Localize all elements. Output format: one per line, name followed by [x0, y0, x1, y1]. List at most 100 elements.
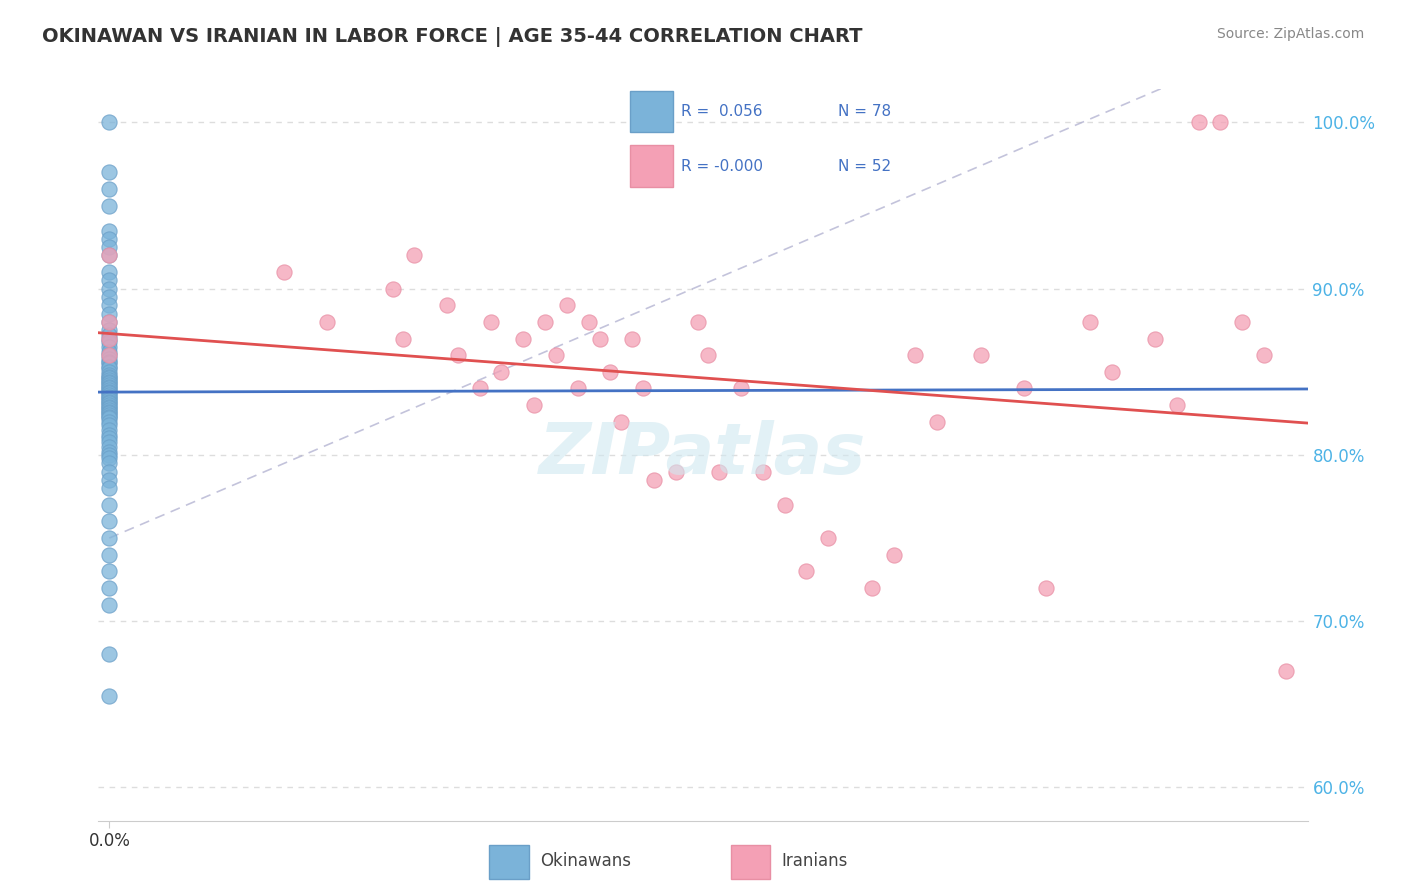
Text: R =  0.056: R = 0.056	[681, 104, 762, 120]
Point	[98, 383, 121, 397]
Point	[98, 390, 121, 404]
Point	[98, 431, 121, 445]
Point	[927, 415, 949, 429]
Point	[98, 334, 121, 349]
Point	[970, 348, 993, 362]
Point	[98, 373, 121, 387]
Point	[98, 415, 121, 429]
Text: R = -0.000: R = -0.000	[681, 159, 763, 174]
Point	[98, 388, 121, 402]
Point	[98, 465, 121, 479]
Point	[98, 434, 121, 449]
Point	[98, 240, 121, 254]
Point	[98, 515, 121, 529]
Point	[98, 409, 121, 424]
Point	[98, 403, 121, 417]
Point	[98, 392, 121, 406]
Point	[447, 348, 470, 362]
Point	[98, 473, 121, 487]
Point	[98, 232, 121, 246]
Point	[534, 315, 557, 329]
Point	[665, 465, 688, 479]
Point	[98, 348, 121, 362]
Point	[98, 401, 121, 416]
Point	[1232, 315, 1254, 329]
Point	[491, 365, 513, 379]
Point	[98, 332, 121, 346]
Point	[98, 355, 121, 369]
Point	[98, 290, 121, 304]
Point	[610, 415, 633, 429]
Point	[730, 381, 752, 395]
Point	[98, 307, 121, 321]
Point	[578, 315, 600, 329]
Point	[904, 348, 927, 362]
Point	[98, 548, 121, 562]
Point	[98, 356, 121, 370]
FancyBboxPatch shape	[489, 846, 529, 879]
Point	[567, 381, 589, 395]
Point	[98, 400, 121, 414]
Text: Okinawans: Okinawans	[540, 852, 631, 870]
Point	[98, 411, 121, 425]
Point	[98, 428, 121, 442]
Point	[588, 332, 610, 346]
Point	[523, 398, 546, 412]
Point	[468, 381, 491, 395]
Point	[98, 328, 121, 343]
Point	[1035, 581, 1057, 595]
Point	[512, 332, 534, 346]
Point	[98, 165, 121, 179]
Point	[404, 248, 426, 262]
Point	[98, 398, 121, 412]
Point	[1144, 332, 1167, 346]
Point	[555, 298, 578, 312]
Point	[98, 265, 121, 279]
Point	[796, 564, 818, 578]
Point	[860, 581, 883, 595]
Point	[621, 332, 644, 346]
Point	[98, 340, 121, 354]
Point	[883, 548, 905, 562]
Point	[599, 365, 621, 379]
Point	[98, 448, 121, 462]
Point	[98, 248, 121, 262]
Point	[98, 451, 121, 466]
Point	[98, 384, 121, 399]
Point	[98, 223, 121, 237]
Point	[98, 248, 121, 262]
Point	[98, 405, 121, 419]
Point	[98, 456, 121, 470]
FancyBboxPatch shape	[630, 91, 673, 132]
FancyBboxPatch shape	[630, 145, 673, 187]
Point	[98, 598, 121, 612]
Point	[98, 581, 121, 595]
Point	[98, 440, 121, 454]
Point	[544, 348, 567, 362]
Point	[392, 332, 415, 346]
Point	[98, 298, 121, 312]
Point	[98, 386, 121, 401]
Point	[98, 359, 121, 374]
Point	[98, 396, 121, 410]
Point	[98, 481, 121, 495]
Point	[273, 265, 295, 279]
Point	[1253, 348, 1275, 362]
Point	[98, 365, 121, 379]
Point	[98, 332, 121, 346]
Point	[1101, 365, 1123, 379]
Point	[1209, 115, 1232, 129]
Text: Source: ZipAtlas.com: Source: ZipAtlas.com	[1216, 27, 1364, 41]
Point	[98, 498, 121, 512]
Point	[98, 375, 121, 389]
Point	[98, 344, 121, 359]
Point	[98, 380, 121, 394]
Point	[98, 689, 121, 703]
Point	[98, 423, 121, 437]
Point	[98, 392, 121, 407]
Point	[98, 115, 121, 129]
Text: N = 52: N = 52	[838, 159, 891, 174]
Point	[1014, 381, 1036, 395]
Point	[773, 498, 796, 512]
Point	[98, 182, 121, 196]
